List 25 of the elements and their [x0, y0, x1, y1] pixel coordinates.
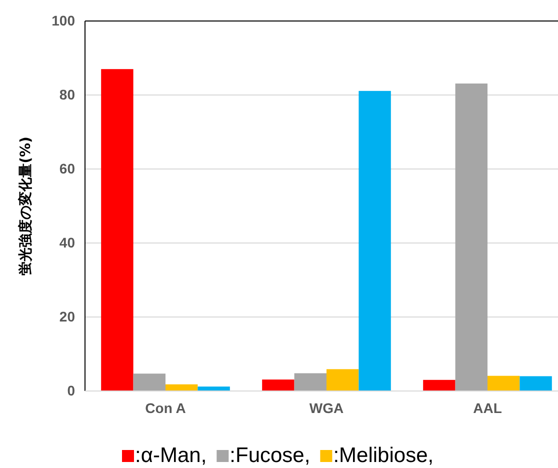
- bar: [520, 376, 552, 391]
- y-axis-title: 蛍光強度の変化量(%): [17, 136, 34, 276]
- legend-label: :Melibiose,: [333, 444, 434, 467]
- bar: [455, 84, 488, 391]
- bar: [423, 380, 456, 391]
- bar: [358, 90, 391, 391]
- bar: [133, 374, 166, 391]
- x-tick-label: Con A: [145, 400, 186, 416]
- y-tick-label: 60: [59, 160, 76, 176]
- bar: [294, 373, 326, 391]
- bar: [262, 380, 294, 391]
- x-tick-label: WGA: [309, 400, 344, 416]
- bar: [101, 69, 134, 391]
- legend-label: :α-Man,: [135, 444, 207, 467]
- bar: [198, 386, 230, 391]
- bar: [488, 376, 520, 391]
- x-tick-label: AAL: [473, 400, 502, 416]
- bar: [326, 369, 359, 391]
- y-tick-label: 40: [59, 234, 76, 250]
- legend-label: :Fucose,: [230, 444, 310, 467]
- y-tick-label: 20: [59, 308, 76, 324]
- y-tick-label: 100: [52, 12, 76, 28]
- y-tick-label: 80: [59, 86, 76, 102]
- y-tick-label: 0: [67, 382, 76, 398]
- bar: [166, 384, 198, 391]
